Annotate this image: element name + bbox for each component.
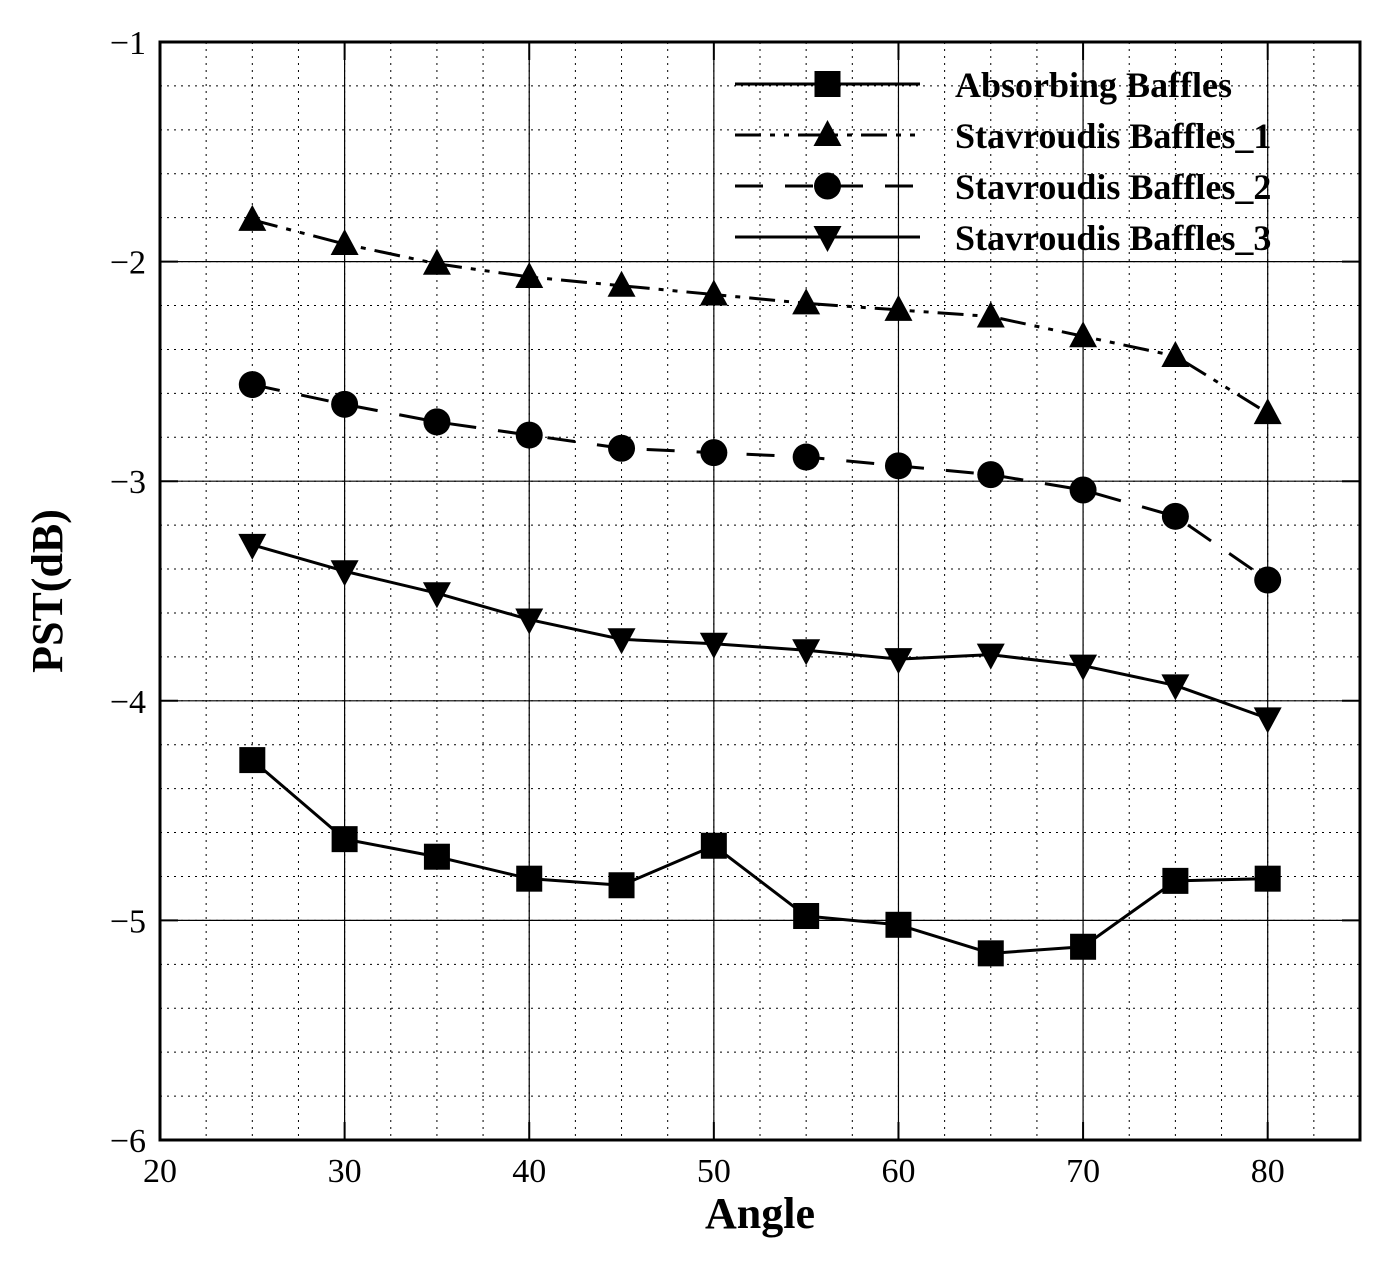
legend-label-stavroudis-baffles-2: Stavroudis Baffles_2 <box>955 167 1271 207</box>
data-point-stavroudis-baffles-3 <box>1253 707 1282 734</box>
x-tick-label: 70 <box>1066 1153 1100 1190</box>
data-point-stavroudis-baffles-2 <box>700 439 728 467</box>
data-point-stavroudis-baffles-2 <box>977 461 1005 489</box>
legend-marker-stavroudis-baffles-3 <box>813 226 842 252</box>
legend-marker-stavroudis-baffles-1 <box>813 120 842 146</box>
data-point-stavroudis-baffles-3 <box>238 533 267 560</box>
data-point-absorbing-baffles <box>977 940 1004 967</box>
plot-frame <box>158 40 1362 1142</box>
legend-marker-absorbing-baffles <box>814 71 841 97</box>
data-point-stavroudis-baffles-2 <box>331 390 359 418</box>
data-point-stavroudis-baffles-1 <box>515 261 544 288</box>
data-point-stavroudis-baffles-1 <box>1253 398 1282 425</box>
data-point-stavroudis-baffles-3 <box>1069 654 1098 681</box>
legend-label-stavroudis-baffles-1: Stavroudis Baffles_1 <box>955 116 1271 156</box>
x-tick-label: 60 <box>881 1153 915 1190</box>
data-point-stavroudis-baffles-3 <box>1161 674 1190 701</box>
data-point-stavroudis-baffles-3 <box>884 648 913 675</box>
x-tick-label: 40 <box>512 1153 546 1190</box>
axis-ticks <box>159 41 1360 1141</box>
y-tick-label: −6 <box>110 1123 146 1160</box>
data-point-stavroudis-baffles-3 <box>976 643 1005 670</box>
data-point-stavroudis-baffles-1 <box>422 248 451 275</box>
data-point-stavroudis-baffles-3 <box>422 582 451 609</box>
data-point-stavroudis-baffles-2 <box>1254 566 1282 594</box>
data-point-stavroudis-baffles-2 <box>792 443 820 471</box>
series-line-absorbing-baffles <box>251 758 1268 955</box>
series-lines <box>251 218 1269 955</box>
y-tick-label: −3 <box>110 464 146 501</box>
data-point-absorbing-baffles <box>608 872 635 899</box>
data-point-stavroudis-baffles-1 <box>330 229 359 256</box>
y-tick-label: −5 <box>110 903 146 940</box>
data-point-stavroudis-baffles-1 <box>792 288 821 315</box>
series-markers <box>238 204 1282 967</box>
data-point-stavroudis-baffles-3 <box>699 632 728 659</box>
legend-marker-stavroudis-baffles-2 <box>814 172 841 200</box>
data-point-stavroudis-baffles-1 <box>1069 321 1098 348</box>
y-tick-label: −2 <box>110 245 146 282</box>
data-point-absorbing-baffles <box>793 903 820 930</box>
series-line-stavroudis-baffles-2 <box>251 383 1269 582</box>
data-point-stavroudis-baffles-2 <box>884 452 912 480</box>
data-point-stavroudis-baffles-3 <box>792 639 821 666</box>
data-point-absorbing-baffles <box>331 826 358 853</box>
legend: Absorbing Baffles Stavroudis Baffles_1 Sta… <box>735 65 1271 258</box>
y-tick-label: −1 <box>110 25 146 62</box>
data-point-stavroudis-baffles-1 <box>976 301 1005 328</box>
series-line-stavroudis-baffles-1 <box>251 218 1269 415</box>
data-point-absorbing-baffles <box>1254 865 1281 892</box>
legend-label-absorbing-baffles: Absorbing Baffles <box>955 65 1232 105</box>
data-point-stavroudis-baffles-1 <box>238 204 267 231</box>
x-tick-label: 80 <box>1251 1153 1285 1190</box>
data-point-stavroudis-baffles-1 <box>884 294 913 321</box>
data-point-stavroudis-baffles-1 <box>699 279 728 306</box>
data-point-absorbing-baffles <box>239 747 266 774</box>
data-point-stavroudis-baffles-1 <box>607 270 636 297</box>
legend-label-stavroudis-baffles-3: Stavroudis Baffles_3 <box>955 218 1271 258</box>
x-axis-title: Angle <box>705 1189 815 1238</box>
data-point-stavroudis-baffles-3 <box>330 560 359 587</box>
data-point-stavroudis-baffles-2 <box>238 371 266 399</box>
data-point-stavroudis-baffles-2 <box>1161 502 1189 530</box>
data-point-stavroudis-baffles-2 <box>423 408 451 436</box>
data-point-absorbing-baffles <box>885 911 912 938</box>
data-point-stavroudis-baffles-1 <box>1161 341 1190 368</box>
data-point-stavroudis-baffles-3 <box>515 608 544 635</box>
data-point-absorbing-baffles <box>1162 867 1189 894</box>
y-tick-label: −4 <box>110 684 146 721</box>
x-tick-label: 50 <box>697 1153 731 1190</box>
data-point-absorbing-baffles <box>423 843 450 870</box>
data-point-stavroudis-baffles-2 <box>515 421 543 449</box>
data-point-stavroudis-baffles-2 <box>1069 476 1097 504</box>
data-point-absorbing-baffles <box>1070 933 1097 960</box>
data-point-absorbing-baffles <box>700 832 727 859</box>
data-point-stavroudis-baffles-3 <box>607 628 636 655</box>
y-axis-title: PST(dB) <box>23 509 72 673</box>
series-line-stavroudis-baffles-3 <box>251 543 1269 720</box>
x-tick-label: 20 <box>143 1153 177 1190</box>
data-point-stavroudis-baffles-2 <box>608 434 636 462</box>
data-point-absorbing-baffles <box>516 865 543 892</box>
x-tick-label: 30 <box>328 1153 362 1190</box>
tick-labels: 20 30 40 50 60 70 80 −1 −2 −3 −4 −5 −6 <box>110 25 1285 1190</box>
